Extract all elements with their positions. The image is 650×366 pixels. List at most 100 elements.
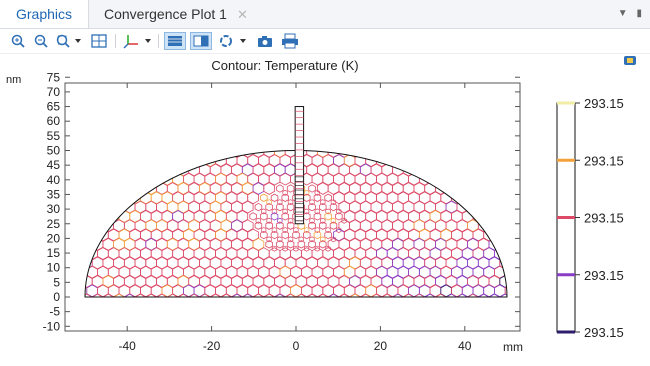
print-icon[interactable] [280, 32, 300, 50]
y-tick-label: 20 [47, 231, 61, 245]
contour-cell [119, 136, 130, 148]
contour-cell [119, 155, 130, 167]
contour-cell [71, 276, 82, 288]
contour-cell [543, 257, 554, 269]
tab-convergence-plot[interactable]: Convergence Plot 1✕ [104, 0, 248, 28]
pin-icon[interactable]: ▮ [636, 8, 642, 19]
contour-cell [639, 276, 650, 288]
contour-cell [0, 238, 6, 250]
contour-cell [141, 173, 152, 185]
contour-cell [516, 192, 527, 204]
contour-cell [409, 155, 420, 167]
contour-cell [591, 248, 602, 260]
contour-cell [586, 183, 597, 195]
contour-cell [457, 294, 468, 306]
contour-cell [494, 136, 505, 148]
contour-cell [505, 173, 516, 185]
contour-cell [226, 136, 237, 148]
contour-cell [12, 155, 23, 167]
contour-cell [468, 145, 479, 157]
contour-cell [468, 164, 479, 176]
y-tick-label: 40 [47, 173, 61, 187]
contour-cell [634, 192, 645, 204]
contour-cell [28, 164, 39, 176]
contour-cell [1, 192, 12, 204]
table-view-icon[interactable] [164, 32, 186, 50]
contour-cell [425, 294, 436, 306]
contour-cell [114, 145, 125, 157]
chevron-down-icon[interactable]: ▼ [618, 8, 628, 19]
contour-cell [119, 173, 130, 185]
contour-cell [76, 173, 87, 185]
contour-cell [98, 173, 109, 185]
contour-cell [17, 276, 28, 288]
contour-cell [543, 294, 554, 306]
contour-cell [81, 145, 92, 157]
legend-label: 293.15 [584, 153, 624, 168]
contour-cell [602, 285, 613, 297]
contour-cell [119, 192, 130, 204]
contour-cell [602, 248, 613, 260]
contour-cell [275, 294, 286, 306]
contour-cell [317, 183, 328, 195]
contour-cell [151, 173, 162, 185]
contour-cell [28, 220, 39, 232]
zoom-out-icon[interactable] [33, 32, 49, 50]
contour-cell [543, 201, 554, 213]
contour-cell [250, 213, 257, 220]
color-legend-toggle-icon[interactable] [624, 56, 636, 65]
camera-icon[interactable] [255, 32, 275, 50]
contour-cell [162, 155, 173, 167]
contour-cell [414, 164, 425, 176]
contour-cell [645, 192, 650, 204]
contour-cell [623, 285, 634, 297]
x-tick-label: -40 [119, 339, 137, 353]
close-icon[interactable]: ✕ [237, 7, 248, 22]
contour-cell [484, 155, 495, 167]
contour-cell [457, 183, 468, 195]
contour-cell [0, 201, 6, 213]
contour-cell [1, 248, 12, 260]
zoom-in-icon[interactable] [10, 32, 26, 50]
contour-cell [435, 164, 446, 176]
contour-cell [87, 173, 98, 185]
contour-cell [12, 192, 23, 204]
contour-cell [414, 145, 425, 157]
contour-cell [484, 173, 495, 185]
contour-cell [452, 155, 463, 167]
contour-cell [12, 229, 23, 241]
contour-cell [537, 192, 548, 204]
contour-cell [473, 136, 484, 148]
contour-plot[interactable]: Contour: Temperature (K) nm mm 757065605… [0, 54, 650, 361]
tab-graphics[interactable]: Graphics [0, 0, 89, 28]
zoom-box-icon[interactable] [55, 32, 83, 50]
contour-cell [639, 164, 650, 176]
contour-cell [103, 183, 114, 195]
contour-cell [537, 173, 548, 185]
zoom-extents-icon[interactable] [90, 32, 108, 50]
tab-tools: ▼ ▮ [618, 8, 642, 19]
y-tick-label: 50 [47, 144, 61, 158]
contour-cell [71, 238, 82, 250]
contour-cell [199, 145, 210, 157]
contour-cell [141, 136, 152, 148]
contour-cell [645, 266, 650, 278]
contour-cell [71, 220, 82, 232]
contour-cell [253, 294, 264, 306]
contour-cell [87, 229, 98, 241]
contour-cell [12, 266, 23, 278]
contour-cell [516, 173, 527, 185]
contour-cell [151, 155, 162, 167]
contour-cell [505, 266, 516, 278]
contour-cell [199, 294, 210, 306]
contour-cell [81, 294, 92, 306]
axes-icon[interactable] [122, 32, 154, 50]
contour-cell [0, 145, 6, 157]
split-view-icon[interactable] [190, 32, 212, 50]
contour-cell [71, 164, 82, 176]
scene-light-icon[interactable] [218, 32, 252, 50]
contour-cell [484, 211, 495, 223]
contour-cell [537, 211, 548, 223]
contour-cell [92, 164, 103, 176]
contour-cell [591, 192, 602, 204]
